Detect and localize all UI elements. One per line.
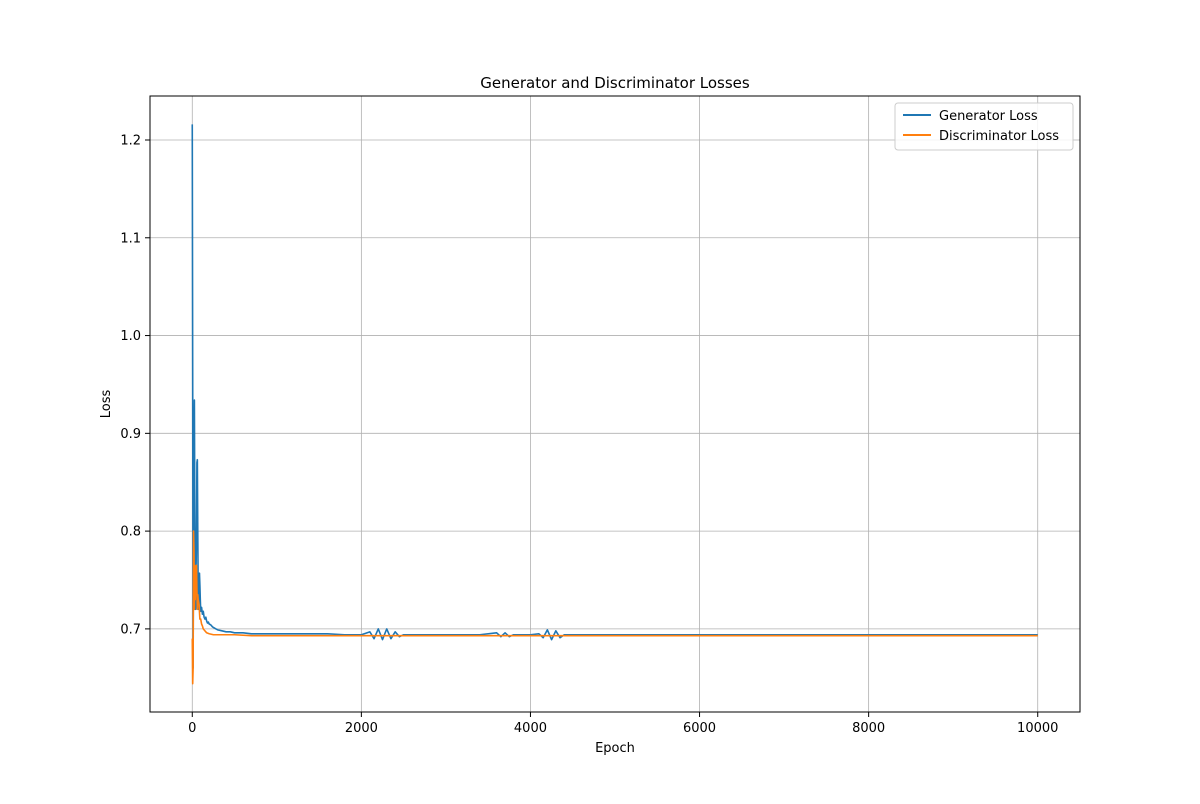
x-axis: 0 2000 4000 6000 8000 10000 [188,712,1058,736]
x-tick-label: 2000 [345,721,378,736]
y-tick-label: 0.8 [120,525,141,540]
x-axis-label: Epoch [595,741,635,756]
legend-box [894,102,1074,151]
y-tick-label: 1.1 [120,231,141,246]
y-axis: 0.7 0.8 0.9 1.0 1.1 1.2 [120,134,150,637]
x-tick-label: 6000 [683,721,716,736]
legend: Generator Loss Discriminator Loss [894,102,1074,151]
legend-label-discriminator: Discriminator Loss [939,129,1059,144]
x-tick-label: 0 [188,721,196,736]
x-tick-label: 4000 [514,721,547,736]
y-axis-label: Loss [99,390,114,419]
y-tick-label: 0.9 [120,427,141,442]
y-tick-label: 0.7 [120,622,141,637]
chart-title: Generator and Discriminator Losses [480,74,750,92]
y-tick-label: 1.0 [120,329,141,344]
x-tick-label: 10000 [1017,721,1058,736]
series-lines [191,124,1038,685]
plot-frame [149,95,1081,713]
y-tick-label: 1.2 [120,134,141,149]
grid [150,96,1080,712]
x-tick-label: 8000 [852,721,885,736]
legend-label-generator: Generator Loss [939,109,1038,124]
series-line-discriminator [191,530,1038,685]
